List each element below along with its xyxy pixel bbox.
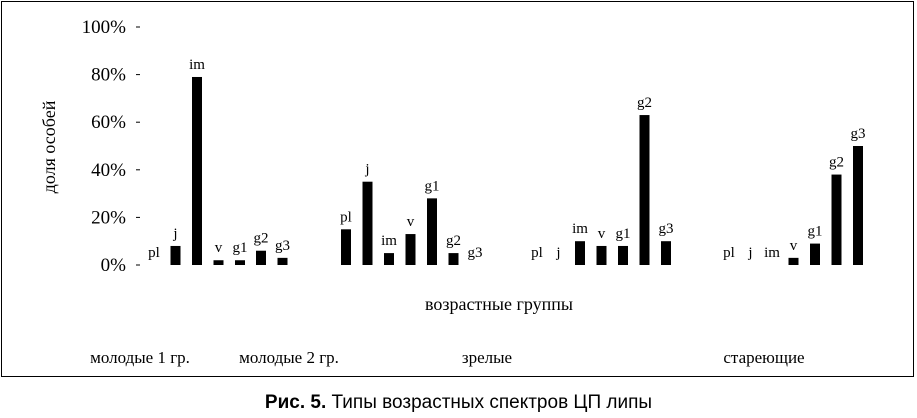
bar-label: g1 xyxy=(425,178,440,194)
bar-label: v xyxy=(215,240,223,256)
bar xyxy=(575,241,585,265)
bar-label: g1 xyxy=(808,224,823,240)
bar xyxy=(170,245,181,265)
bar xyxy=(384,253,394,265)
group-label: молодые 1 гр. xyxy=(90,348,190,367)
bar xyxy=(661,241,671,265)
bar-label: g2 xyxy=(637,95,652,111)
y-tick-label: 60% xyxy=(91,112,126,133)
y-axis: 0% 20% 40% 60% 80% 100% xyxy=(82,17,140,276)
bar xyxy=(448,253,459,265)
y-tick-label: 80% xyxy=(91,65,126,86)
bar-label: pl xyxy=(340,209,352,225)
bar xyxy=(405,234,416,265)
caption-text: Типы возрастных спектров ЦП липы xyxy=(326,392,653,413)
figure-caption: Рис. 5. Типы возрастных спектров ЦП липы xyxy=(0,392,917,414)
y-axis-label: доля особей xyxy=(39,100,59,193)
bar xyxy=(853,146,863,265)
bar-label: g2 xyxy=(254,231,269,247)
y-tick-label: 100% xyxy=(82,17,127,38)
bar-label: j xyxy=(747,245,752,261)
bar xyxy=(213,260,224,265)
chart-frame: 0% 20% 40% 60% 80% 100% доля особей pl j im v g1 g… xyxy=(1,1,914,377)
group-label: зрелые xyxy=(462,348,512,367)
bar xyxy=(639,115,650,265)
bar-label: j xyxy=(172,226,177,242)
bar xyxy=(427,198,437,265)
bar-label: g3 xyxy=(851,126,866,142)
bar-label: g3 xyxy=(659,221,674,237)
bar xyxy=(810,243,820,265)
bar xyxy=(618,245,628,265)
bar xyxy=(362,181,373,265)
bar xyxy=(256,250,266,265)
bar-label: pl xyxy=(148,245,160,261)
bar-label: v xyxy=(598,226,606,242)
bar-label: pl xyxy=(531,245,543,261)
bar-label: im xyxy=(764,245,780,261)
y-tick-label: 40% xyxy=(91,160,126,181)
bar-label: g3 xyxy=(275,238,290,254)
bar xyxy=(235,260,245,265)
bar-label: j xyxy=(364,162,369,178)
bar-label: v xyxy=(790,238,798,254)
bar xyxy=(831,174,842,265)
bar-label: g2 xyxy=(829,155,844,171)
y-tick-label: 0% xyxy=(101,255,127,276)
bar xyxy=(788,257,799,265)
group-label: молодые 2 гр. xyxy=(239,348,339,367)
bar xyxy=(341,229,351,265)
bar-label: j xyxy=(555,245,560,261)
bar-label: pl xyxy=(723,245,735,261)
group-label: стареющие xyxy=(723,348,804,367)
bar-label: g2 xyxy=(446,233,461,249)
bar-label: im xyxy=(381,233,397,249)
x-axis-label: возрастные группы xyxy=(425,294,573,314)
group-labels: молодые 1 гр. молодые 2 гр. зрелые стареющи… xyxy=(90,348,805,367)
bar xyxy=(596,245,607,265)
bar-label: v xyxy=(407,214,415,230)
bar xyxy=(192,76,202,265)
bar-label: im xyxy=(572,221,588,237)
bar-label: g1 xyxy=(233,240,248,256)
bar-label: im xyxy=(189,57,205,73)
bar-label: g3 xyxy=(468,245,483,261)
caption-number: Рис. 5. xyxy=(264,392,327,413)
y-tick-label: 20% xyxy=(91,207,126,228)
bar-label: g1 xyxy=(616,226,631,242)
bar xyxy=(277,257,288,265)
